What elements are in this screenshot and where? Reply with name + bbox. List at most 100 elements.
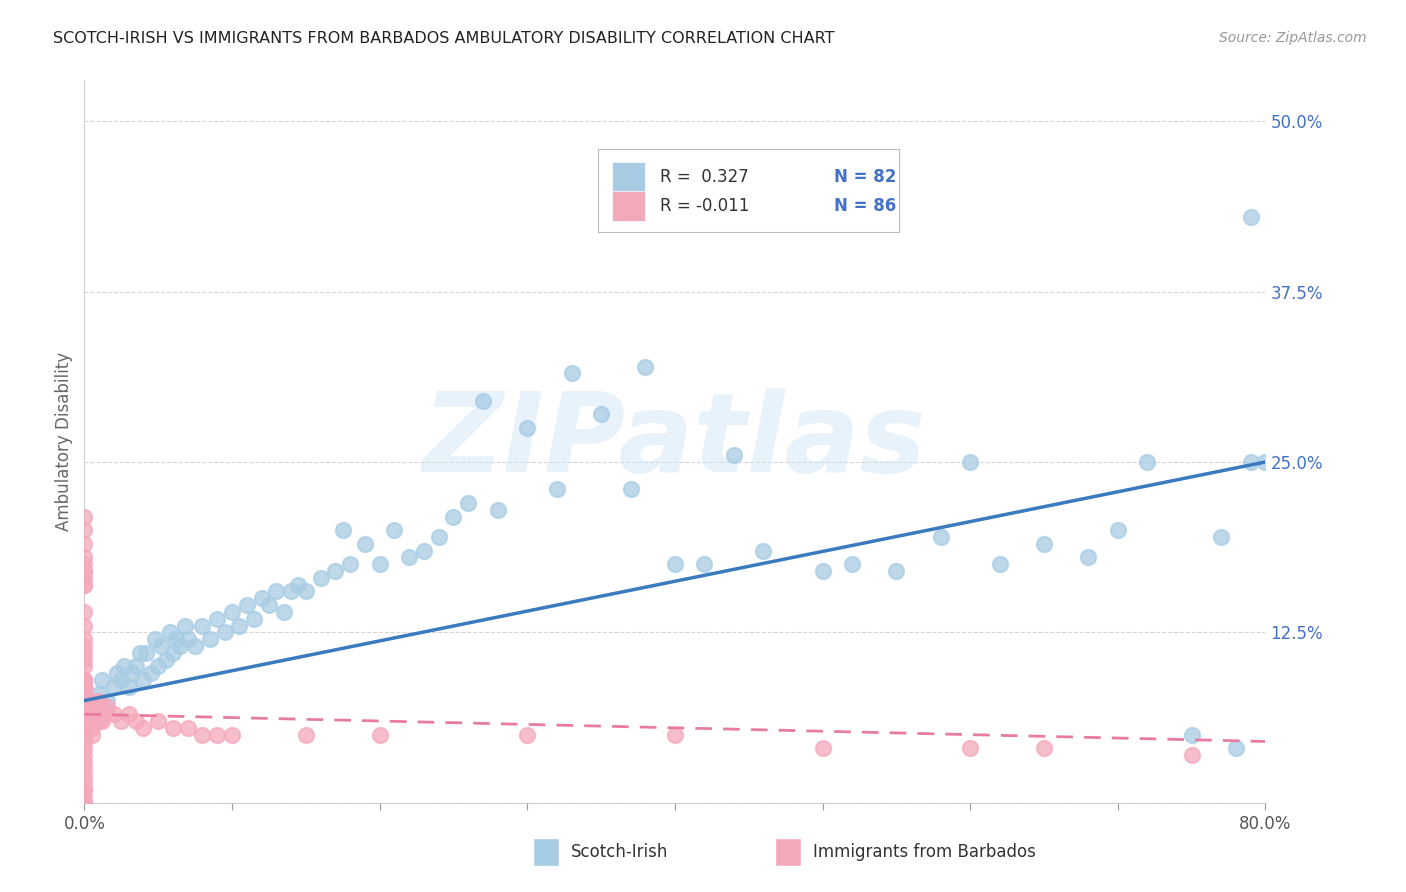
Point (325, 564, 347, 578)
Point (87, 707, 111, 722)
Point (1181, 728, 1204, 742)
Point (125, 659, 148, 673)
Point (73, 796, 96, 810)
Point (73, 632, 96, 647)
Point (664, 728, 686, 742)
Point (427, 530, 450, 544)
FancyBboxPatch shape (612, 162, 645, 193)
Point (73, 748, 96, 763)
Y-axis label: Ambulatory Disability: Ambulatory Disability (55, 352, 73, 531)
Point (1254, 455, 1277, 469)
Point (96, 693, 118, 707)
Point (620, 482, 643, 496)
Point (91, 714, 114, 728)
Point (516, 728, 538, 742)
Point (1107, 523, 1129, 537)
Point (87, 687, 111, 701)
Point (1181, 748, 1204, 763)
Point (177, 721, 200, 735)
FancyBboxPatch shape (775, 838, 801, 865)
Point (73, 673, 96, 687)
Point (198, 632, 221, 647)
Point (83, 707, 105, 722)
Point (103, 680, 125, 694)
Point (752, 543, 775, 558)
Point (169, 639, 191, 653)
Point (143, 632, 166, 647)
Point (112, 659, 135, 673)
Point (546, 482, 568, 496)
Point (339, 558, 361, 572)
Point (80, 693, 103, 707)
Point (398, 550, 420, 565)
Point (118, 707, 141, 722)
Point (73, 782, 96, 797)
Point (73, 639, 96, 653)
Point (354, 537, 377, 551)
Point (110, 673, 132, 687)
Text: Immigrants from Barbados: Immigrants from Barbados (813, 843, 1036, 861)
Point (73, 693, 96, 707)
Point (73, 707, 96, 722)
Point (73, 755, 96, 769)
Point (73, 687, 96, 701)
Point (73, 618, 96, 632)
Point (250, 591, 273, 606)
Point (73, 789, 96, 803)
Point (73, 680, 96, 694)
Text: R = -0.011: R = -0.011 (659, 197, 749, 215)
Point (73, 571, 96, 585)
Point (73, 700, 96, 714)
FancyBboxPatch shape (612, 191, 645, 221)
Text: Scotch-Irish: Scotch-Irish (571, 843, 668, 861)
Point (457, 496, 479, 510)
Point (105, 666, 128, 681)
Point (132, 673, 155, 687)
Point (723, 448, 745, 462)
Point (886, 564, 908, 578)
Point (73, 796, 96, 810)
Point (86, 707, 108, 722)
Point (73, 768, 96, 782)
Point (184, 639, 207, 653)
Point (664, 558, 686, 572)
Point (132, 721, 155, 735)
Point (959, 741, 981, 756)
FancyBboxPatch shape (533, 838, 560, 865)
Point (634, 359, 657, 374)
Point (221, 728, 243, 742)
Text: ZIPatlas: ZIPatlas (423, 388, 927, 495)
Point (1211, 530, 1233, 544)
Point (73, 700, 96, 714)
Point (228, 618, 250, 632)
Point (73, 728, 96, 742)
Point (1077, 550, 1099, 565)
Point (80, 707, 103, 722)
Point (929, 530, 952, 544)
Point (368, 558, 391, 572)
Point (959, 455, 981, 469)
Point (73, 564, 96, 578)
Point (841, 558, 863, 572)
Point (413, 543, 436, 558)
Point (295, 584, 318, 599)
Point (165, 632, 187, 647)
Point (84, 700, 107, 714)
Text: Source: ZipAtlas.com: Source: ZipAtlas.com (1219, 31, 1367, 45)
Point (103, 707, 125, 722)
Point (110, 714, 132, 728)
Point (382, 523, 406, 537)
Point (295, 728, 318, 742)
Point (73, 537, 96, 551)
Point (135, 646, 157, 660)
Point (236, 598, 259, 612)
Point (73, 693, 96, 707)
Point (73, 659, 96, 673)
Point (368, 728, 391, 742)
Point (73, 558, 96, 572)
Point (80, 707, 103, 722)
Point (73, 564, 96, 578)
Point (266, 584, 288, 599)
Point (73, 523, 96, 537)
Point (214, 625, 236, 640)
